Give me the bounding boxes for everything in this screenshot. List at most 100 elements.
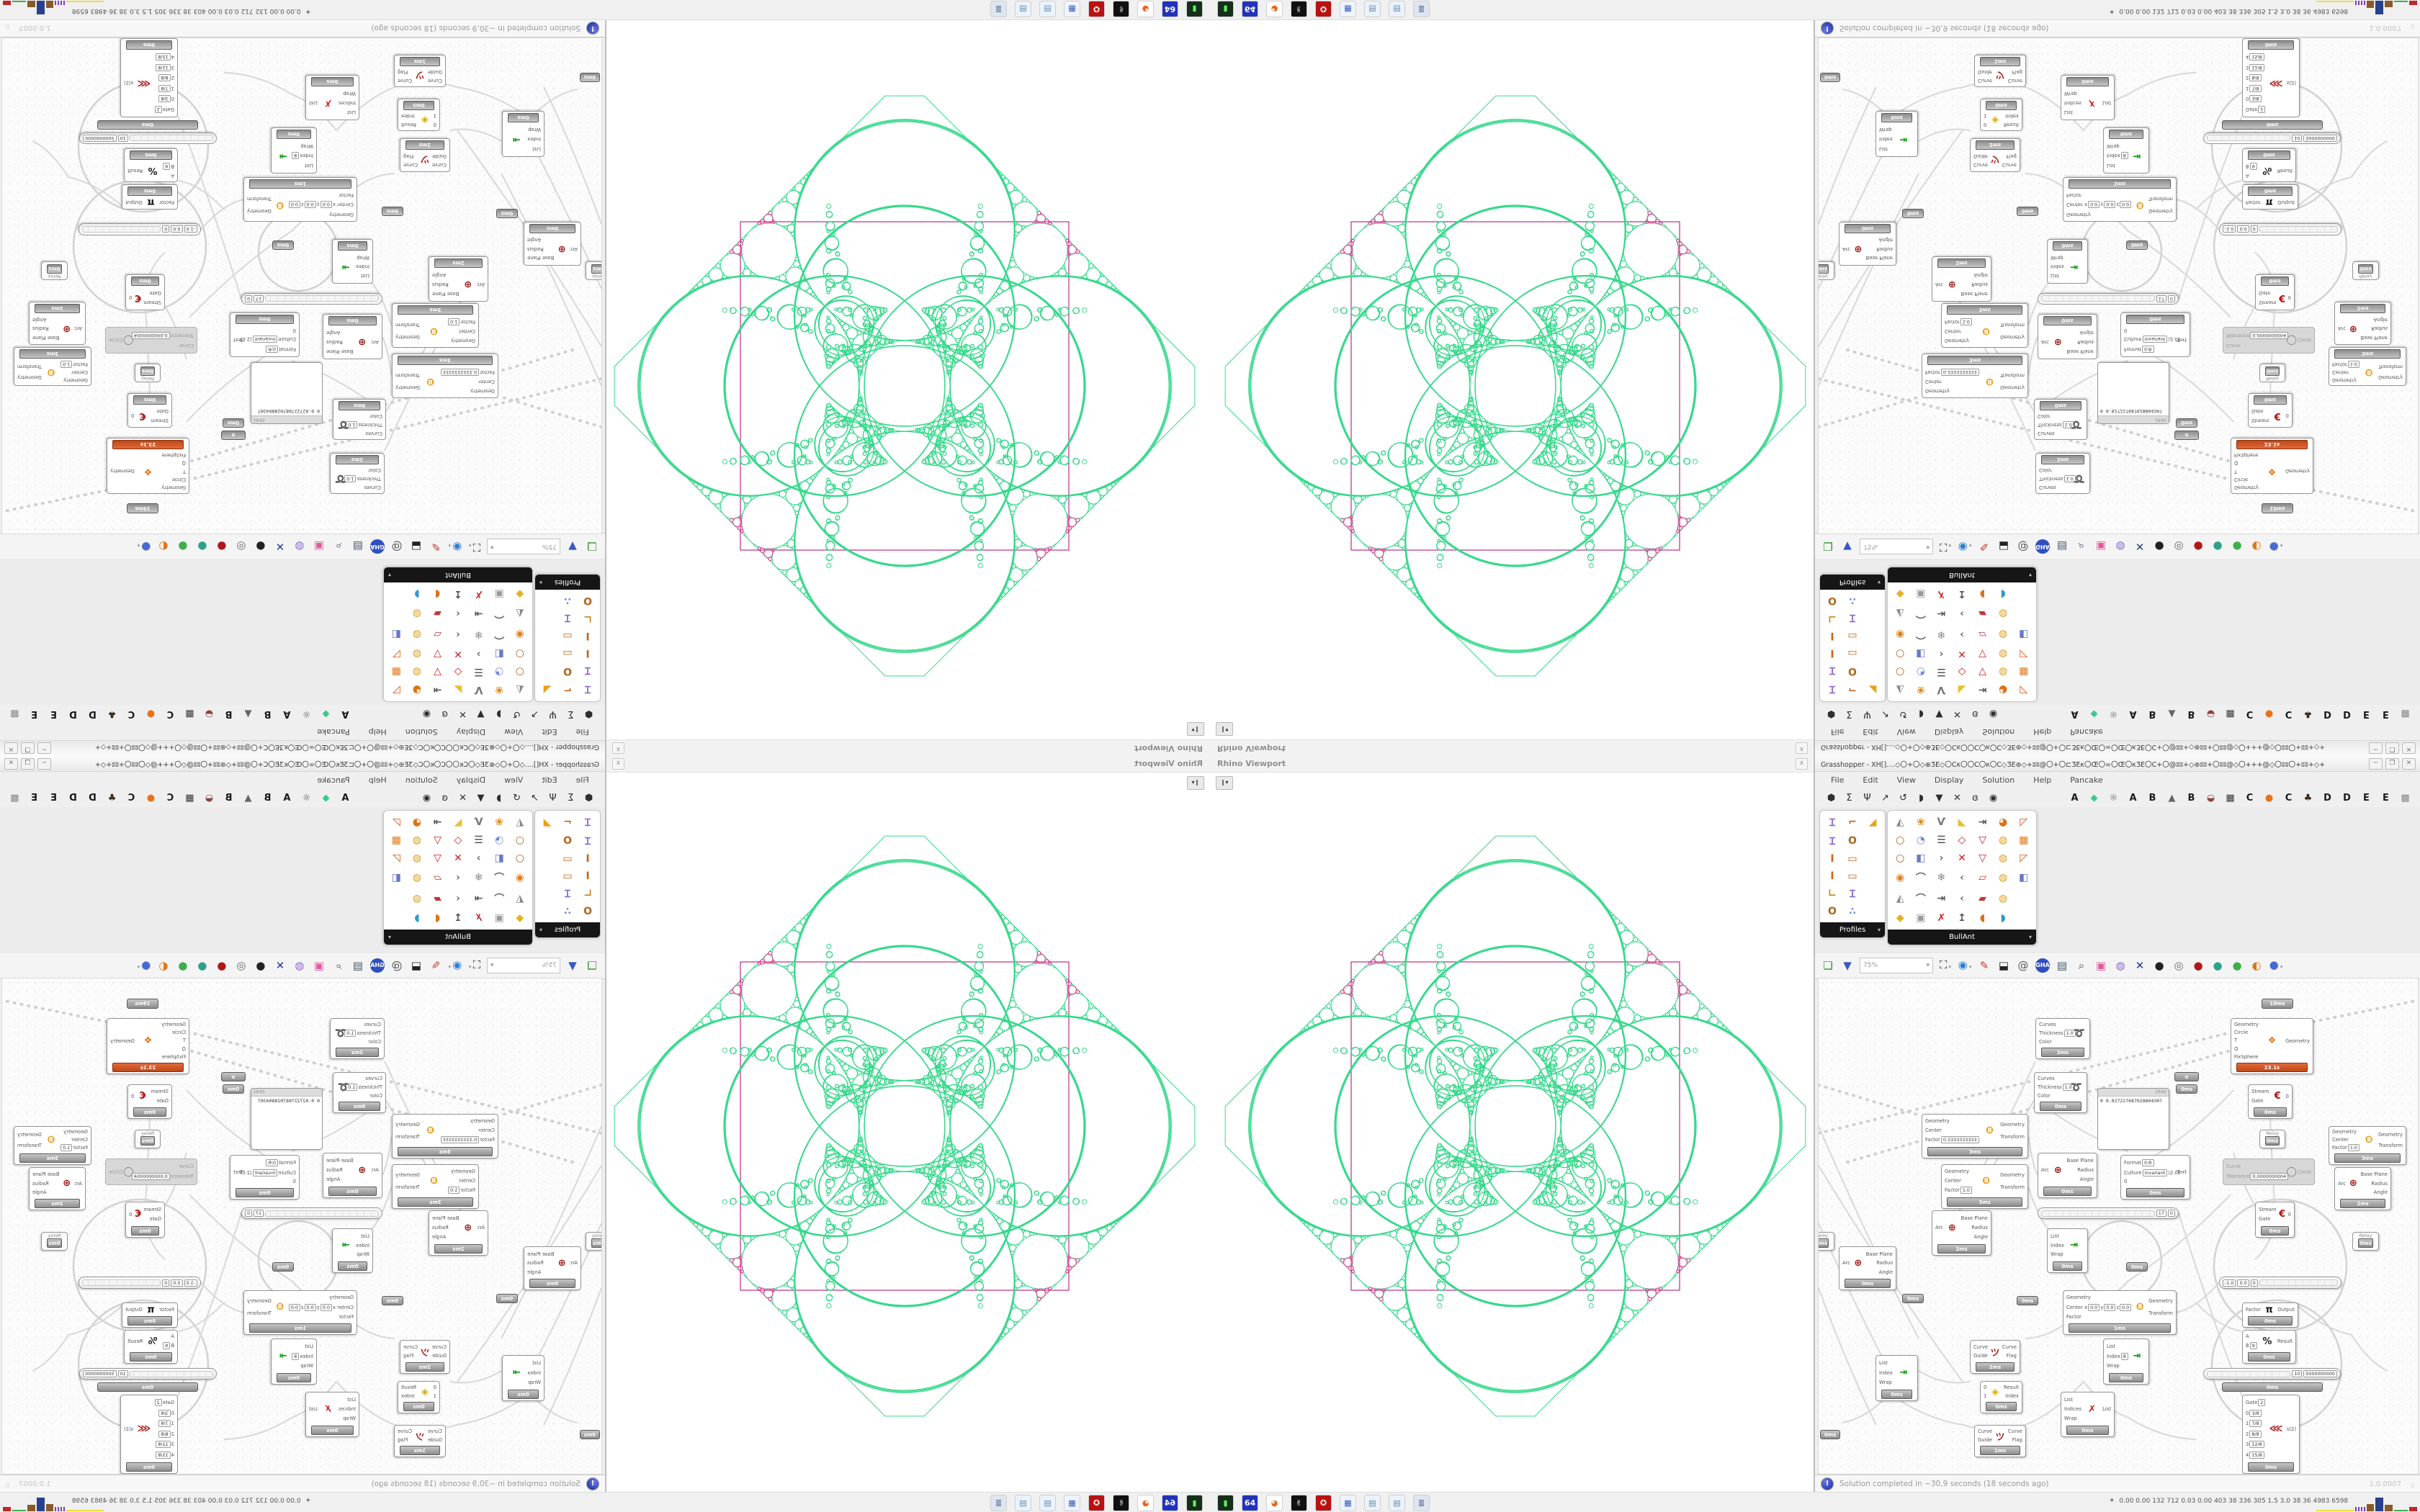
plugin-tab-5[interactable]: ▲	[244, 792, 252, 804]
palette-icon[interactable]	[537, 832, 557, 850]
palette-icon[interactable]: ◧	[2019, 628, 2029, 640]
input-port[interactable]: Factor	[339, 192, 354, 199]
palette-icon[interactable]: ◆	[1896, 588, 1904, 600]
input-port[interactable]: Format 0;R	[246, 346, 296, 354]
display-blue-button-icon[interactable]: ● ▾	[137, 958, 151, 971]
output-port[interactable]: Circle	[2297, 337, 2311, 343]
output-port[interactable]: Base Plane	[1960, 1215, 1988, 1221]
palette-icon[interactable]: ✗	[474, 912, 483, 924]
output-port[interactable]: Angle	[32, 317, 47, 323]
input-port[interactable]: Circle	[2234, 1030, 2249, 1036]
component[interactable]: Arc ⊕ Base Plane Radius Angle 0ms	[2038, 1153, 2097, 1198]
close-button[interactable]: ✕	[2402, 758, 2416, 770]
palette-icon[interactable]: ◗	[2000, 588, 2006, 600]
plugin-tab-16[interactable]: E	[31, 792, 37, 804]
resize-grip[interactable]: ⠿	[2410, 1483, 2416, 1490]
palette-icon[interactable]: Ɪ	[1829, 816, 1835, 829]
output-port[interactable]: Radius	[1971, 1225, 1988, 1230]
output-port[interactable]: Curve	[2007, 77, 2022, 84]
palette-icon[interactable]: ▰	[434, 607, 442, 619]
component[interactable]: Arc ⊕ Base Plane Radius Angle 2ms	[2334, 302, 2391, 345]
time-capsule[interactable]: 0ms	[2126, 240, 2148, 250]
finder-button-icon[interactable]: ⌕	[2078, 540, 2085, 553]
input-port[interactable]: 3 12/8	[2246, 63, 2265, 71]
output-port[interactable]: Angle	[326, 330, 341, 336]
output-port[interactable]: Result	[401, 121, 417, 127]
input-port[interactable]: B 9	[2246, 163, 2257, 171]
category-tab-icon-7[interactable]: ✕	[1953, 792, 1961, 804]
output-port[interactable]: Geometry	[395, 334, 420, 340]
ball-dark-button-icon[interactable]: ●	[2154, 540, 2164, 553]
input-port[interactable]: Factor 0.3333333333	[441, 1135, 495, 1143]
output-port[interactable]: Result	[2277, 168, 2293, 174]
input-port[interactable]: Curve	[427, 77, 442, 84]
component[interactable]: Geometry Circle T Q FixSphere ❖ Geometry 23.1s	[2231, 438, 2313, 494]
palette-icon[interactable]: ◍	[412, 628, 421, 640]
palette-icon[interactable]: ⌐	[563, 816, 572, 829]
input-port[interactable]: Curve	[1973, 1344, 1989, 1350]
value-box[interactable]: 12/8	[2249, 1441, 2264, 1449]
palette-icon[interactable]: I	[1830, 647, 1834, 659]
value-box[interactable]: 0.0	[304, 201, 316, 209]
ball-red-button-icon[interactable]: ●	[217, 959, 227, 972]
palette-icon[interactable]: O	[583, 906, 592, 918]
palette-icon[interactable]: Ɪ	[585, 816, 591, 829]
input-port[interactable]: Wrap	[528, 1379, 541, 1385]
apollonian-fractal-canvas[interactable]	[606, 756, 1210, 1492]
palette-icon[interactable]: Ѵ	[1937, 684, 1946, 696]
palette-icon[interactable]: ◗	[2000, 912, 2006, 924]
palette-icon[interactable]: ◉	[1896, 628, 1905, 640]
output-port[interactable]: Angle	[326, 1176, 341, 1182]
palette-icon[interactable]: ▦	[391, 834, 401, 846]
output-port[interactable]: Angle	[2373, 317, 2388, 323]
output-port[interactable]: Base Plane	[1960, 291, 1988, 297]
input-port[interactable]: B 9	[2246, 1341, 2257, 1349]
scroll-app-icon[interactable]: ≣	[1413, 1495, 1430, 1511]
output-port[interactable]: Base Plane	[32, 334, 60, 341]
palette-icon[interactable]: ∴	[564, 906, 571, 918]
palette-icon[interactable]: ✗	[1937, 588, 1946, 600]
palette-icon[interactable]: ◧	[494, 852, 504, 864]
plugin-tab-7[interactable]: ◒	[205, 792, 214, 804]
output-port[interactable]: Radius	[326, 1167, 343, 1173]
value-box[interactable]: 2	[154, 1399, 162, 1407]
input-port[interactable]: List	[361, 1233, 369, 1239]
component[interactable]: Arc ⊕ Base Plane Radius Angle 0ms	[524, 1246, 581, 1290]
grasshopper-titlebar[interactable]: Grasshopper - XH[]....◇〇+〇◇⊕ƷE◇〇Cκ〇〇C〇κ〇…	[0, 740, 605, 756]
red-emblem-app-icon[interactable]: ✪	[1088, 1495, 1105, 1511]
input-port[interactable]: Arc	[476, 282, 485, 287]
value-box[interactable]: 0.0	[288, 201, 300, 209]
output-port[interactable]: Geometry	[2148, 1298, 2173, 1304]
input-port[interactable]: Format 0;R	[246, 1158, 296, 1166]
component[interactable]: Stream Gate €0 0ms	[2255, 274, 2295, 310]
output-port[interactable]: Curve	[403, 1344, 418, 1350]
value-box[interactable]: 8/8	[158, 74, 171, 82]
save-button-icon[interactable]: ▼	[568, 959, 577, 972]
component[interactable]: Curves Thickness 1.0 Color ➰ 2ms	[330, 453, 385, 494]
component[interactable]: List Index Wrap ⇥ 0ms	[332, 1228, 373, 1273]
input-port[interactable]: A	[171, 1333, 174, 1340]
value-box[interactable]: 0,0000000004	[131, 332, 170, 339]
input-port[interactable]: Arc	[2338, 1180, 2347, 1187]
input-port[interactable]: Curve	[2226, 343, 2241, 348]
palette-icon[interactable]: ▱	[434, 628, 442, 640]
category-tab-icon-0[interactable]: ⬢	[1827, 792, 1836, 804]
palette-icon[interactable]: ◔	[1916, 834, 1925, 846]
input-port[interactable]: 2 8/8	[155, 1430, 174, 1438]
notepad2-app-icon[interactable]: ▤	[1015, 1, 1031, 17]
output-port[interactable]: Geometry	[110, 468, 135, 474]
plugin-tab-1[interactable]: ◆	[322, 792, 330, 804]
palette-icon[interactable]: ○	[515, 666, 524, 678]
palette-icon[interactable]: ◍	[412, 666, 421, 678]
palette-icon[interactable]: ◭	[516, 816, 524, 828]
palette-group-label[interactable]: BullAnt ▾	[384, 930, 532, 945]
palette-icon[interactable]: ○	[1896, 648, 1905, 660]
palette-icon[interactable]: I	[586, 870, 590, 882]
input-port[interactable]: Wrap	[2051, 254, 2063, 261]
category-tab-icon-5[interactable]: ◗	[496, 792, 501, 804]
component[interactable]: Curves Thickness 1.0 Color ➰ 2ms	[2035, 1018, 2090, 1059]
component[interactable]: Factor π Output 0ms	[122, 1302, 178, 1328]
component[interactable]: Stream Gate €0 0ms	[125, 274, 165, 310]
display-green-button-icon[interactable]: ●	[2232, 959, 2242, 972]
